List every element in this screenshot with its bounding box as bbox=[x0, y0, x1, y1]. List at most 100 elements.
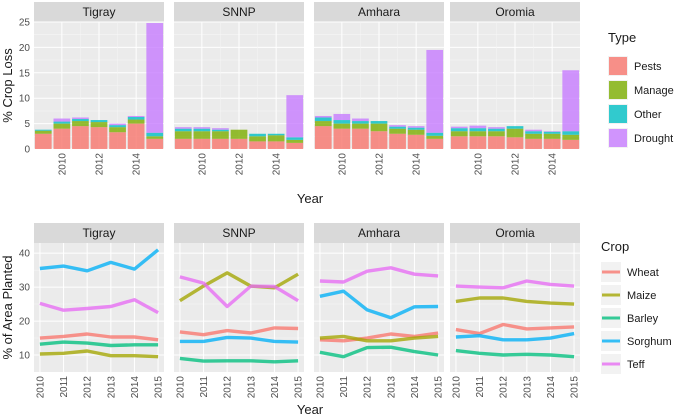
bar-manage-2009 bbox=[314, 121, 332, 127]
bar-pests-2010 bbox=[193, 138, 211, 149]
bar-other-2015 bbox=[562, 131, 580, 135]
facet-panel-tigray: Tigray 2010 2012 2014 bbox=[34, 2, 164, 175]
legend-item-barley: Barley bbox=[601, 308, 659, 328]
x-axis-title: Year bbox=[297, 191, 324, 206]
x-tick-label: 2015 bbox=[154, 376, 165, 399]
facet-strip bbox=[314, 2, 444, 22]
bar-drought-2011 bbox=[72, 117, 89, 120]
bar-manage-2009 bbox=[174, 131, 192, 139]
y-tick-label: 0 bbox=[24, 145, 30, 156]
bar-pests-2012 bbox=[506, 137, 524, 149]
line-wheat bbox=[319, 331, 439, 343]
line-wheat bbox=[179, 326, 299, 337]
x-tick-label: 2014 bbox=[132, 153, 143, 176]
y-tick-label: 40 bbox=[19, 249, 31, 260]
y-tick-label: 5 bbox=[24, 119, 30, 130]
x-tick-label: 2011 bbox=[339, 376, 350, 398]
x-tick-label: 2014 bbox=[272, 153, 283, 176]
line-teff bbox=[179, 275, 299, 309]
x-tick-label: 2012 bbox=[511, 153, 522, 176]
facet-panel-snnp: SNNP 2010 2012 2014 bbox=[174, 2, 304, 175]
bar-other-2014 bbox=[127, 116, 145, 120]
legend-key-swatch bbox=[609, 129, 627, 147]
bar-other-2014 bbox=[267, 133, 285, 136]
bar-manage-2012 bbox=[230, 129, 248, 139]
legend-label: Barley bbox=[627, 313, 659, 325]
bar-manage-2014 bbox=[407, 129, 425, 135]
bar-pests-2015 bbox=[286, 142, 304, 149]
bar-manage-2013 bbox=[109, 127, 126, 133]
bar-manage-2015 bbox=[286, 139, 304, 143]
bar-manage-2011 bbox=[352, 123, 369, 129]
facet-strip bbox=[174, 2, 304, 22]
bar-manage-2009 bbox=[34, 130, 52, 134]
line-teff bbox=[319, 266, 439, 284]
x-tick-label: 2014 bbox=[130, 376, 141, 399]
bar-manage-2015 bbox=[562, 134, 580, 140]
x-tick-label: 2014 bbox=[546, 376, 557, 399]
bar-pests-2012 bbox=[230, 138, 248, 149]
line-sorghum bbox=[39, 248, 160, 273]
y-tick-label: 20 bbox=[19, 317, 31, 328]
bar-manage-2010 bbox=[333, 123, 351, 129]
bar-manage-2013 bbox=[249, 136, 266, 142]
y-axis-title: % of Area Planted bbox=[0, 255, 15, 359]
x-tick-label: 2010 bbox=[451, 376, 462, 399]
x-tick-label: 2010 bbox=[35, 376, 46, 399]
line-wheat bbox=[39, 332, 159, 342]
line-maize bbox=[455, 296, 575, 306]
bar-other-2012 bbox=[370, 121, 388, 124]
bar-other-2012 bbox=[90, 120, 108, 123]
bar-manage-2014 bbox=[267, 135, 285, 142]
facet-strip-label: Tigray bbox=[83, 5, 116, 19]
bar-pests-2010 bbox=[53, 128, 71, 149]
bar-other-2015 bbox=[426, 132, 444, 136]
bar-manage-2014 bbox=[127, 119, 145, 124]
facet-strip-label: SNNP bbox=[222, 5, 255, 19]
bar-other-2014 bbox=[407, 127, 425, 130]
x-tick-label: 2010 bbox=[473, 153, 484, 176]
x-tick-label: 2015 bbox=[294, 376, 305, 399]
legend-item-drought: Drought bbox=[608, 128, 673, 148]
bar-other-2013 bbox=[525, 131, 542, 134]
bar-pests-2013 bbox=[389, 133, 406, 149]
x-tick-label: 2013 bbox=[106, 376, 117, 399]
bar-other-2010 bbox=[469, 128, 487, 132]
bar-pests-2011 bbox=[488, 136, 505, 149]
bar-manage-2010 bbox=[53, 123, 71, 129]
bar-pests-2013 bbox=[525, 138, 542, 149]
facet-strip bbox=[314, 223, 444, 243]
bar-manage-2015 bbox=[146, 136, 164, 139]
legend-type: Type Pests Manage Other Drought bbox=[608, 30, 674, 148]
bar-other-2009 bbox=[174, 128, 192, 132]
x-tick-label: 2012 bbox=[363, 376, 374, 399]
line-sorghum bbox=[455, 331, 575, 342]
bar-other-2014 bbox=[543, 131, 561, 134]
bar-drought-2011 bbox=[212, 128, 229, 130]
bar-other-2013 bbox=[109, 125, 126, 128]
x-tick-label: 2010 bbox=[315, 376, 326, 399]
facet-strip-label: Oromia bbox=[495, 5, 535, 19]
bar-manage-2009 bbox=[450, 131, 468, 137]
x-axis-title: Year bbox=[297, 402, 324, 417]
facet-strip bbox=[450, 2, 580, 22]
bar-pests-2014 bbox=[267, 141, 285, 149]
bar-drought-2009 bbox=[174, 127, 192, 129]
bar-pests-2015 bbox=[426, 138, 444, 149]
panel-background bbox=[174, 243, 304, 372]
x-tick-label: 2015 bbox=[434, 376, 445, 399]
x-tick-label: 2014 bbox=[412, 153, 423, 176]
bar-other-2012 bbox=[506, 126, 524, 129]
bar-manage-2012 bbox=[370, 123, 388, 132]
y-tick-label: 10 bbox=[19, 351, 31, 362]
crop-loss-bar-chart: % Crop Loss Year 0 5 10 15 20 25 Tigray 2010 2012 2… bbox=[0, 2, 674, 206]
legend-item-maize: Maize bbox=[601, 285, 656, 305]
bar-manage-2015 bbox=[426, 135, 444, 139]
bar-pests-2010 bbox=[469, 136, 487, 149]
bar-other-2009 bbox=[34, 129, 52, 131]
x-tick-label: 2012 bbox=[83, 376, 94, 399]
y-tick-label: 20 bbox=[19, 43, 31, 54]
x-tick-label: 2012 bbox=[235, 153, 246, 176]
facet-strip bbox=[450, 223, 580, 243]
legend-label: Sorghum bbox=[627, 336, 672, 348]
